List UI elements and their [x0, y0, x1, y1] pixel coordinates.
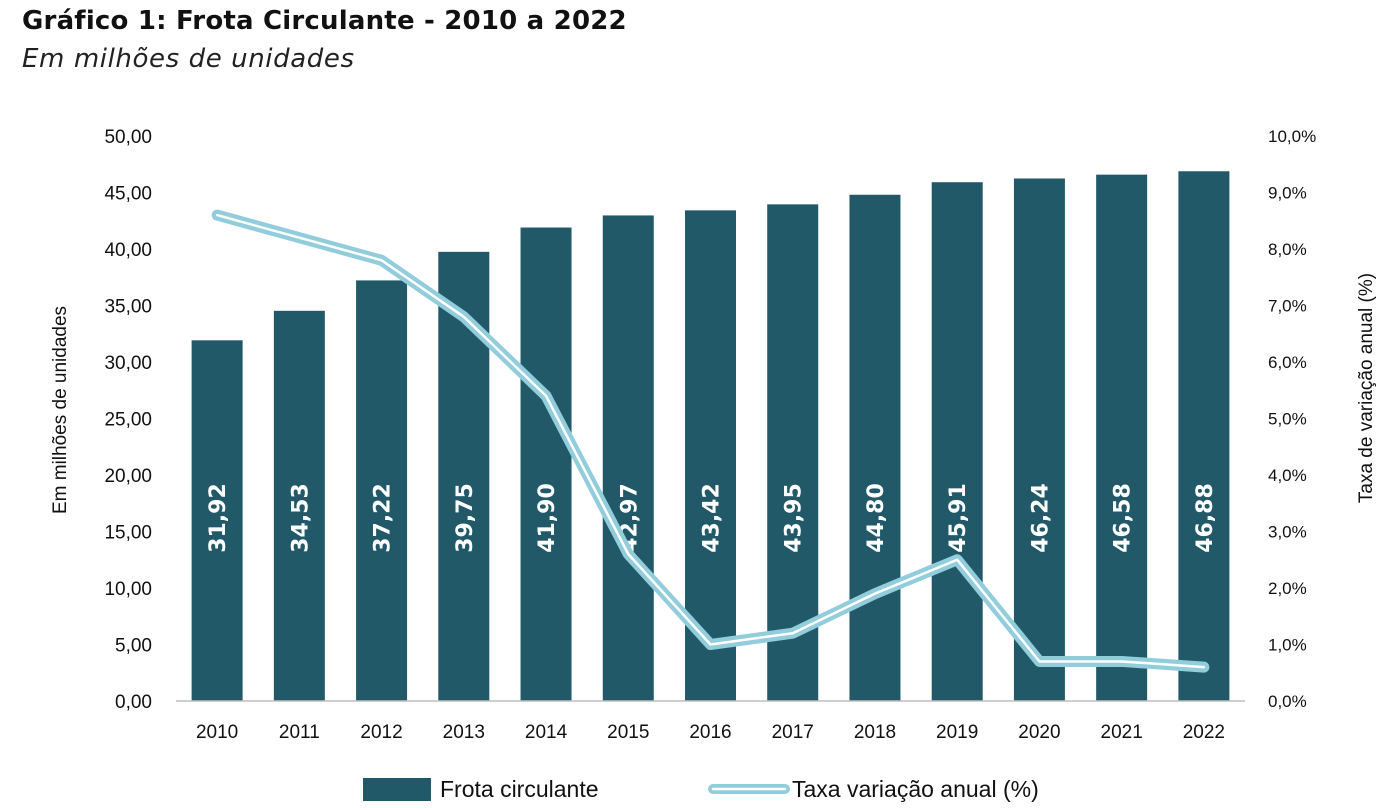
y-tick-label: 35,00: [104, 297, 152, 318]
bar: [931, 182, 983, 702]
y-tick-label: 50,00: [104, 127, 152, 148]
rate-line: [211, 209, 1210, 673]
y2-axis-title: Taxa de variação anual (%): [1356, 273, 1377, 503]
bar: [356, 280, 408, 701]
bar-value-label: 43,42: [700, 483, 725, 553]
bar-value-label: 45,91: [946, 483, 971, 553]
chart-title: Gráfico 1: Frota Circulante - 2010 a 202…: [22, 6, 627, 36]
y2-tick-label: 5,0%: [1268, 410, 1307, 429]
bar: [520, 227, 572, 701]
bar-value-label: 43,95: [782, 483, 807, 553]
bar-value-label: 44,80: [864, 483, 889, 553]
x-tick-label: 2017: [772, 722, 814, 743]
right-axis-ticks: 0,0% 1,0% 2,0% 3,0% 4,0% 5,0% 6,0% 7,0% 8,0% 9,0%…: [1268, 127, 1316, 711]
x-tick-label: 2013: [443, 722, 485, 743]
bar-value-label: 39,75: [453, 483, 478, 553]
x-tick-label: 2016: [689, 722, 731, 743]
bar: [1096, 174, 1148, 701]
y-tick-label: 15,00: [104, 523, 152, 544]
bars: [191, 171, 1230, 702]
bar: [1013, 178, 1065, 701]
legend-label-line: Taxa variação anual (%): [792, 776, 1039, 802]
y-tick-label: 5,00: [115, 636, 152, 657]
bar: [849, 194, 901, 701]
x-tick-label: 2015: [607, 722, 649, 743]
y2-tick-label: 2,0%: [1268, 579, 1307, 598]
x-tick-label: 2019: [936, 722, 978, 743]
y2-tick-label: 7,0%: [1268, 297, 1307, 316]
bar-data-labels: 31,92 34,53 37,22 39,75 41,90 42,97 43,42 43,95…: [206, 483, 1218, 553]
y2-tick-label: 3,0%: [1268, 523, 1307, 542]
bar: [273, 310, 325, 701]
y-tick-label: 40,00: [104, 240, 152, 261]
y2-tick-label: 0,0%: [1268, 692, 1307, 711]
y-axis-title: Em milhões de unidades: [50, 306, 71, 514]
x-tick-label: 2010: [196, 722, 238, 743]
y2-tick-label: 9,0%: [1268, 184, 1307, 203]
bar-value-label: 34,53: [288, 483, 313, 553]
y-tick-label: 25,00: [104, 410, 152, 431]
x-tick-label: 2012: [360, 722, 402, 743]
y2-tick-label: 10,0%: [1268, 127, 1316, 146]
y2-tick-label: 1,0%: [1268, 636, 1307, 655]
y-tick-label: 0,00: [115, 692, 152, 713]
x-tick-label: 2011: [279, 722, 320, 743]
x-tick-label: 2022: [1183, 722, 1225, 743]
bar: [602, 215, 654, 701]
legend-label-bar: Frota circulante: [440, 776, 599, 802]
y-tick-label: 10,00: [104, 579, 152, 600]
bar-value-label: 46,24: [1028, 483, 1053, 553]
x-axis-ticks: 2010 2011 2012 2013 2014 2015 2016 2017 2018 2019…: [196, 722, 1225, 743]
left-axis-ticks: 0,00 5,00 10,00 15,00 20,00 25,00 30,00 35,00 40…: [104, 127, 152, 713]
bar-value-label: 31,92: [206, 483, 231, 553]
legend: Frota circulante Taxa variação anual (%): [363, 776, 1039, 802]
x-tick-label: 2014: [525, 722, 568, 743]
bar-value-label: 46,58: [1111, 483, 1136, 553]
y-tick-label: 45,00: [104, 184, 152, 205]
x-tick-label: 2018: [854, 722, 896, 743]
chart-subtitle: Em milhões de unidades: [22, 44, 355, 74]
y2-tick-label: 8,0%: [1268, 240, 1307, 259]
x-tick-label: 2021: [1101, 722, 1143, 743]
legend-swatch-bar: [363, 778, 431, 801]
rate-line-inner: [215, 213, 1206, 669]
y2-tick-label: 6,0%: [1268, 353, 1307, 372]
bar: [767, 204, 819, 702]
bar-value-label: 41,90: [535, 483, 560, 553]
y2-tick-label: 4,0%: [1268, 466, 1307, 485]
bar-value-label: 37,22: [371, 483, 396, 553]
x-tick-label: 2020: [1018, 722, 1060, 743]
y-tick-label: 20,00: [104, 466, 152, 487]
bar-value-label: 46,88: [1193, 483, 1218, 553]
y-tick-label: 30,00: [104, 353, 152, 374]
bar: [1178, 171, 1230, 702]
bar: [191, 340, 243, 701]
